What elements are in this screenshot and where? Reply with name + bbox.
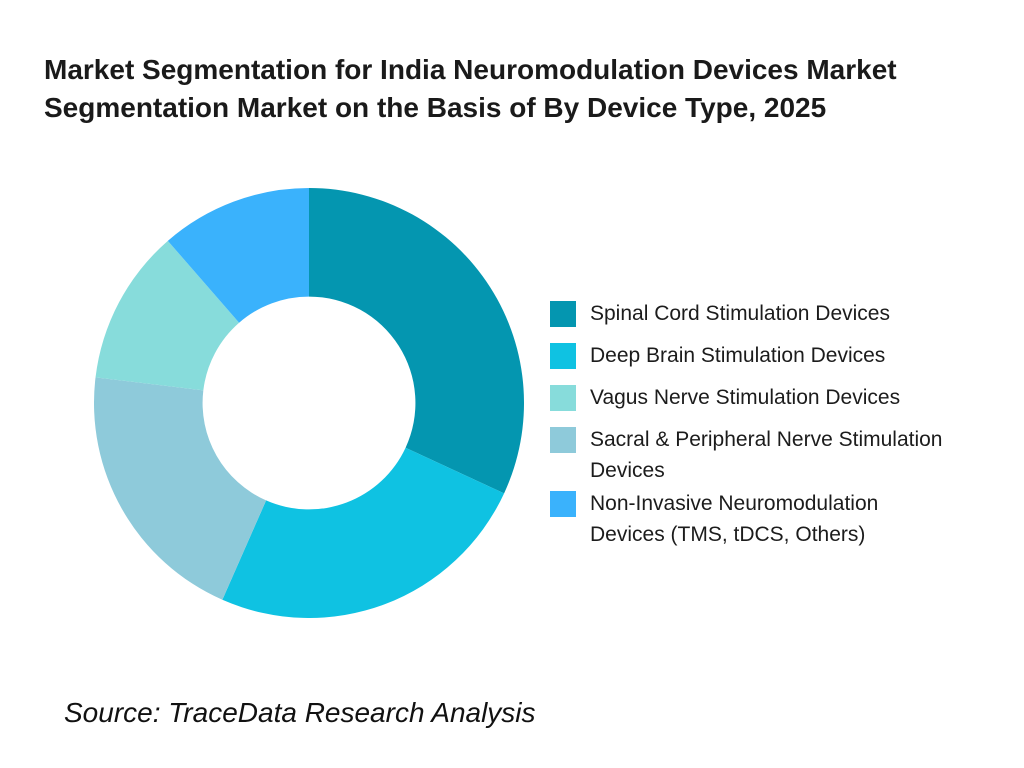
legend-swatch-sacral-peripheral: [550, 427, 576, 453]
legend-swatch-spinal-cord: [550, 301, 576, 327]
donut-slice-1: [309, 188, 524, 494]
legend-item-non-invasive: Non-Invasive Neuromodulation Devices (TM…: [550, 488, 878, 550]
chart-title-line1: Market Segmentation for India Neuromodul…: [44, 54, 897, 85]
donut-chart: [94, 188, 524, 618]
legend-item-spinal-cord: Spinal Cord Stimulation Devices: [550, 298, 890, 329]
donut-chart-svg: [94, 188, 524, 618]
donut-slice-3: [95, 240, 240, 391]
donut-slice-5: [167, 188, 309, 323]
chart-title: Market Segmentation for India Neuromodul…: [44, 51, 994, 127]
legend-label-spinal-cord: Spinal Cord Stimulation Devices: [590, 302, 890, 325]
legend-label-sacral-peripheral: Sacral & Peripheral Nerve Stimulation De…: [590, 428, 943, 482]
donut-slice-2: [222, 447, 505, 618]
legend-label-vagus-nerve: Vagus Nerve Stimulation Devices: [590, 386, 901, 409]
legend-swatch-vagus-nerve: [550, 385, 576, 411]
legend-swatch-non-invasive: [550, 491, 576, 517]
legend-item-deep-brain: Deep Brain Stimulation Devices: [550, 340, 885, 371]
legend-swatch-deep-brain: [550, 343, 576, 369]
source-note: Source: TraceData Research Analysis: [64, 697, 536, 728]
donut-slice-4: [94, 377, 267, 600]
legend-item-vagus-nerve: Vagus Nerve Stimulation Devices: [550, 382, 900, 413]
chart-title-line2: Segmentation Market on the Basis of By D…: [44, 92, 827, 123]
legend-label-deep-brain: Deep Brain Stimulation Devices: [590, 344, 886, 367]
legend-label-non-invasive: Non-Invasive Neuromodulation Devices (TM…: [590, 492, 879, 546]
legend-item-sacral-peripheral: Sacral & Peripheral Nerve Stimulation De…: [550, 424, 943, 486]
